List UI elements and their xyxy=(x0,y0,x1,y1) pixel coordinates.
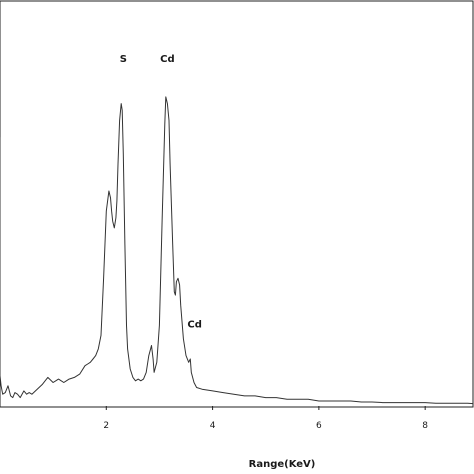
plot-frame xyxy=(0,0,474,408)
x-axis-ticks: 2 4 6 8 xyxy=(103,406,428,431)
peak-annotation-1: Cd xyxy=(160,54,175,65)
peak-annotation-2: Cd xyxy=(187,319,202,330)
x-axis-label: Range(KeV) xyxy=(249,459,316,470)
x-tick-label-3: 8 xyxy=(422,421,428,431)
x-tick-label-2: 6 xyxy=(316,421,322,431)
x-tick-label-1: 4 xyxy=(210,421,216,431)
peak-annotations: S Cd Cd xyxy=(120,54,202,330)
peak-annotation-0: S xyxy=(120,54,127,65)
x-tick-label-0: 2 xyxy=(103,421,109,431)
spectrum-line xyxy=(0,96,474,405)
